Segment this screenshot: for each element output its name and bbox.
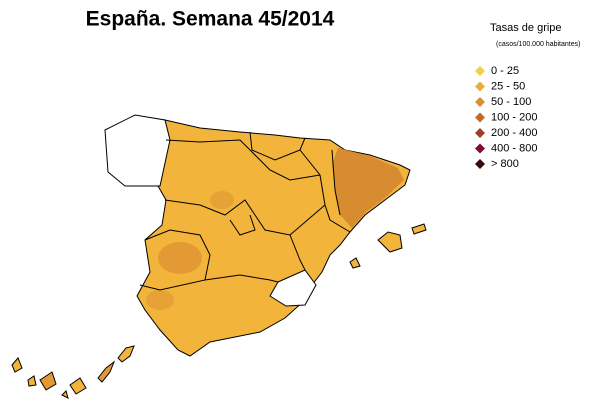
border (331, 149, 341, 216)
balearic-islands (349, 223, 427, 269)
border (249, 149, 321, 181)
legend-label: 0 - 25 (491, 65, 519, 77)
catalonia-high (332, 148, 404, 228)
legend-title: Tasas de gripe (490, 22, 562, 34)
mainland (104, 114, 411, 357)
island (39, 371, 57, 391)
island (117, 345, 135, 363)
spain-mainland (136, 119, 411, 357)
island (69, 377, 87, 395)
legend-swatch (475, 97, 485, 107)
legend-swatch (475, 81, 485, 92)
legend-label: 200 - 400 (491, 127, 537, 139)
island (11, 357, 23, 373)
legend-label: 400 - 800 (491, 142, 537, 154)
legend-swatch (475, 112, 485, 123)
island (61, 390, 69, 399)
castilla-patch (210, 191, 234, 209)
map-title: España. Semana 45/2014 (86, 8, 335, 31)
legend-swatch (475, 159, 485, 169)
legend-label: 25 - 50 (491, 80, 525, 92)
legend-label: 100 - 200 (491, 111, 537, 123)
border (164, 199, 326, 236)
legend-swatch (475, 128, 485, 138)
border (249, 131, 306, 161)
legend: 0 - 25 25 - 50 50 - 100 100 - 200 200 - 400 4… (475, 65, 537, 170)
border (165, 139, 251, 151)
huelva-patch (146, 290, 174, 310)
island (27, 375, 37, 387)
border (204, 274, 279, 283)
mallorca (377, 231, 403, 253)
legend-swatch (475, 143, 485, 154)
extremadura-high (158, 242, 202, 274)
border (229, 214, 256, 236)
legend-subtitle: (casos/100.000 habitantes) (496, 41, 580, 48)
legend-swatch (475, 66, 485, 76)
ibiza (349, 257, 361, 269)
border (139, 229, 211, 291)
border (289, 234, 306, 271)
legend-label: > 800 (491, 158, 519, 170)
galicia (104, 114, 171, 187)
island (97, 360, 116, 383)
legend-label: 50 - 100 (491, 96, 531, 108)
canary-islands (11, 345, 135, 399)
menorca (411, 223, 427, 235)
